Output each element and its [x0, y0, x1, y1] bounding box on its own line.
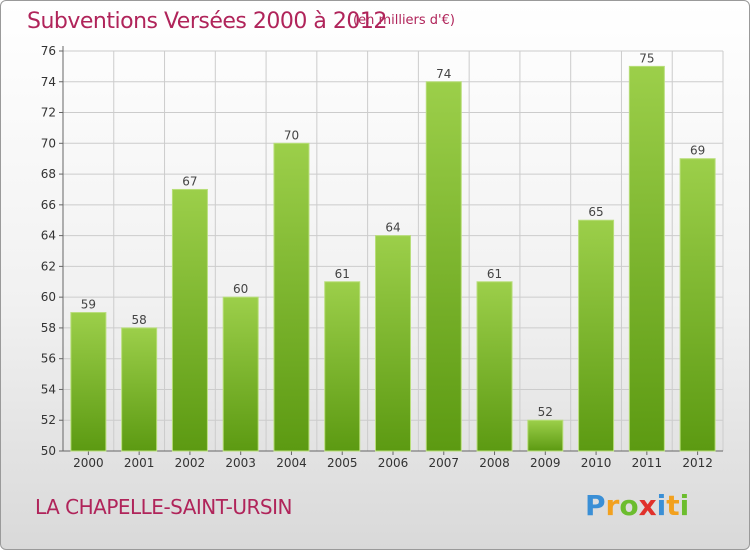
logo-letter: r	[605, 489, 620, 522]
x-tick-label: 2003	[225, 456, 256, 470]
chart-unit: (en milliers d'€)	[353, 13, 455, 28]
y-tick-label: 76	[41, 44, 56, 58]
logo-letter: o	[619, 489, 639, 522]
y-tick-label: 66	[41, 198, 56, 212]
y-tick-label: 68	[41, 167, 56, 181]
x-tick-label: 2004	[276, 456, 307, 470]
y-tick-label: 64	[41, 229, 56, 243]
x-tick-label: 2012	[682, 456, 713, 470]
bar	[628, 65, 665, 452]
x-tick-label: 2007	[428, 456, 459, 470]
commune-name: LA CHAPELLE-SAINT-URSIN	[35, 495, 292, 519]
y-tick-label: 58	[41, 321, 56, 335]
y-tick-label: 54	[41, 382, 56, 396]
y-tick-label: 50	[41, 444, 56, 458]
bar	[121, 327, 158, 452]
tick-labels: 50 52 54 56 58 60 62 64 66 68 70 72 74 76 2000 2001 2002…	[41, 44, 713, 470]
data-label: 70	[284, 128, 299, 142]
bar	[70, 312, 107, 452]
data-labels: 59 58 67 60 70 61 64 74 61 52 65 75 69	[81, 51, 706, 419]
x-tick-label: 2006	[378, 456, 409, 470]
bar	[171, 188, 208, 452]
logo-letter: i	[656, 489, 667, 522]
bar	[476, 281, 513, 452]
logo-letter: x	[638, 489, 657, 522]
logo-letter: P	[585, 489, 606, 522]
data-label: 67	[182, 174, 197, 188]
bar	[527, 419, 564, 452]
logo-letter: t	[666, 489, 680, 522]
y-tick-label: 72	[41, 106, 56, 120]
y-tick-label: 56	[41, 352, 56, 366]
x-tick-label: 2002	[175, 456, 206, 470]
data-label: 58	[132, 313, 147, 327]
bar	[222, 296, 259, 452]
x-tick-label: 2001	[124, 456, 155, 470]
bar	[425, 81, 462, 452]
data-label: 74	[436, 67, 451, 81]
bar	[273, 142, 310, 452]
x-tick-label: 2000	[73, 456, 104, 470]
proxiti-logo[interactable]: Proxiti	[585, 489, 689, 522]
x-tick-label: 2008	[479, 456, 510, 470]
y-tick-label: 62	[41, 259, 56, 273]
chart-title: Subventions Versées 2000 à 2012	[27, 9, 387, 34]
x-tick-label: 2009	[530, 456, 561, 470]
data-label: 59	[81, 298, 96, 312]
bar	[324, 281, 361, 452]
logo-letter: i	[679, 489, 690, 522]
y-tick-label: 70	[41, 136, 56, 150]
bar	[679, 158, 716, 452]
data-label: 52	[538, 405, 553, 419]
y-tick-label: 74	[41, 75, 56, 89]
x-tick-label: 2010	[581, 456, 612, 470]
data-label: 69	[690, 144, 705, 158]
data-label: 61	[335, 267, 350, 281]
bars	[70, 65, 716, 452]
data-label: 60	[233, 282, 248, 296]
x-tick-label: 2011	[632, 456, 663, 470]
data-label: 65	[588, 205, 603, 219]
bar	[578, 219, 615, 452]
y-tick-label: 52	[41, 413, 56, 427]
bar	[375, 235, 411, 452]
y-tick-label: 60	[41, 290, 56, 304]
data-label: 64	[385, 221, 400, 235]
data-label: 75	[639, 51, 654, 65]
data-label: 61	[487, 267, 502, 281]
x-tick-label: 2005	[327, 456, 358, 470]
